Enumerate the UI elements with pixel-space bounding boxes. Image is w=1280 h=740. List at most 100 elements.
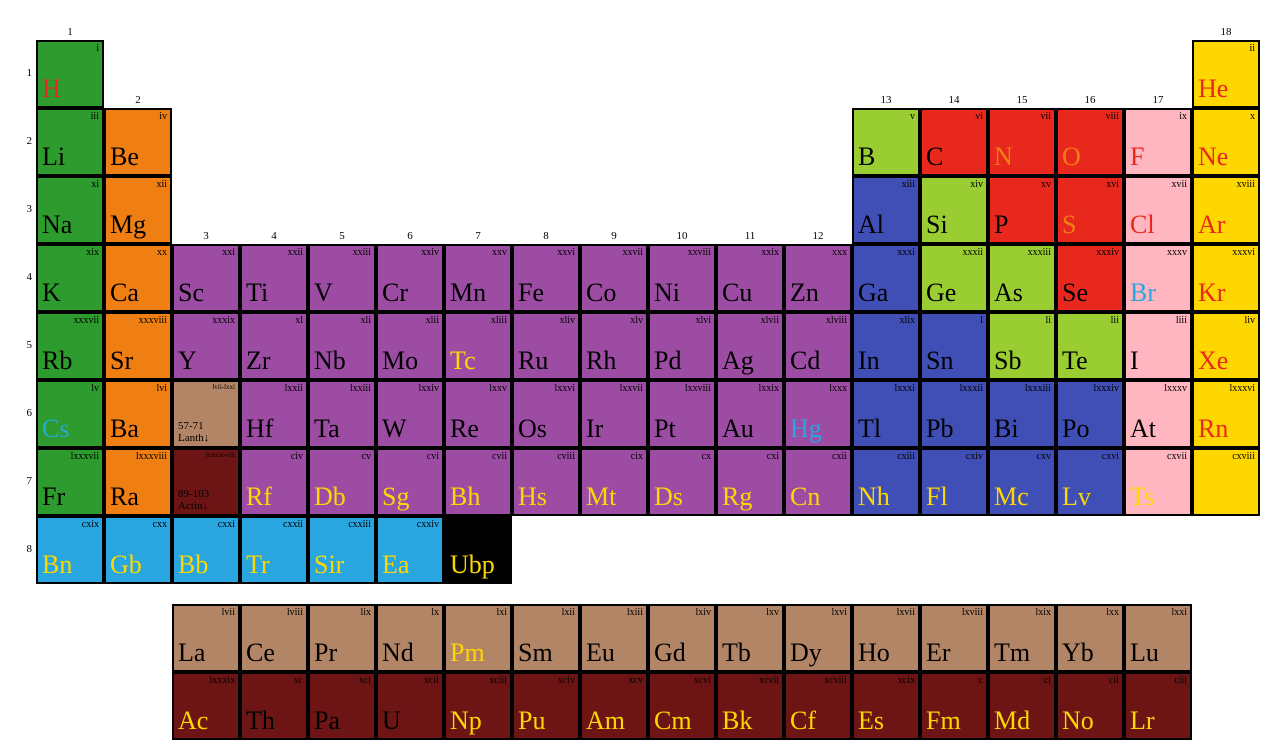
element-roman: cx [702, 451, 711, 462]
element-symbol: Ac [178, 708, 208, 734]
element-S: Sxvi [1056, 176, 1124, 244]
element-Au: Aulxxix [716, 380, 784, 448]
element-roman: v [910, 111, 915, 122]
row-label-5: 5 [18, 339, 32, 351]
element-roman: xxiv [421, 247, 439, 258]
element-symbol: H [42, 76, 61, 102]
element-roman: civ [291, 451, 303, 462]
element-symbol: Ra [110, 484, 139, 510]
element-roman: xliv [559, 315, 575, 326]
element-Se: Sexxxiv [1056, 244, 1124, 312]
element-Sc: Scxxi [172, 244, 240, 312]
element-symbol: Po [1062, 416, 1089, 442]
element-roman: lxviii [962, 607, 983, 618]
element-roman: cxii [832, 451, 847, 462]
element-symbol: Fl [926, 484, 948, 510]
element-roman: xix [86, 247, 99, 258]
element-Yb: Yblxx [1056, 604, 1124, 672]
element-roman: lviii [287, 607, 303, 618]
element-Lr: Lrciii [1124, 672, 1192, 740]
element-symbol: Cf [790, 708, 816, 734]
element-W: Wlxxiv [376, 380, 444, 448]
col-label-5: 5 [308, 230, 376, 242]
element-symbol: Bi [994, 416, 1019, 442]
element-roman: xiii [902, 179, 915, 190]
element-symbol: Zn [790, 280, 819, 306]
element-roman: cxvii [1167, 451, 1187, 462]
element-roman: viii [1106, 111, 1119, 122]
element-Ds: Dscx [648, 448, 716, 516]
element-Ba: Balvi [104, 380, 172, 448]
element-symbol: Ne [1198, 144, 1228, 170]
element-symbol: Sr [110, 348, 133, 374]
element-roman: lxv [766, 607, 779, 618]
element-symbol: V [314, 280, 333, 306]
element-roman: c [979, 675, 983, 686]
element-Cm: Cmxcvi [648, 672, 716, 740]
element-symbol: Ag [722, 348, 754, 374]
element-symbol: F [1130, 144, 1144, 170]
element-roman: lxiii [627, 607, 643, 618]
element-roman: lxxx [829, 383, 847, 394]
element-symbol: Np [450, 708, 482, 734]
element-Zn: Znxxx [784, 244, 852, 312]
element-Fe: Fexxvi [512, 244, 580, 312]
element-In: Inxlix [852, 312, 920, 380]
element-symbol: P [994, 212, 1008, 238]
element-Sr: Sr xxxviii [104, 312, 172, 380]
element-symbol: Bn [42, 552, 72, 578]
element-roman: ciii [1174, 675, 1187, 686]
row-label-8: 8 [18, 543, 32, 555]
element-roman: xxvi [557, 247, 575, 258]
element-symbol: Y [178, 348, 197, 374]
element-Sg: Sgcvi [376, 448, 444, 516]
element-symbol: Es [858, 708, 884, 734]
element-symbol: Re [450, 416, 479, 442]
element-symbol: Sir [314, 552, 344, 578]
element-Ts: Tscxvii [1124, 448, 1192, 516]
element-symbol: Rb [42, 348, 72, 374]
element-roman: xcvii [759, 675, 779, 686]
element-Pu: Puxciv [512, 672, 580, 740]
element-roman: lxxv [489, 383, 507, 394]
element-symbol: Pu [518, 708, 545, 734]
element-Lv: Lvcxvi [1056, 448, 1124, 516]
col-label-12: 12 [784, 230, 852, 242]
element-N: Nvii [988, 108, 1056, 176]
element-roman: lxxxiv [1093, 383, 1119, 394]
element-roman: lx [431, 607, 439, 618]
element-roman: xxxviii [139, 315, 167, 326]
element-Md: Mdci [988, 672, 1056, 740]
element-symbol: Xe [1198, 348, 1228, 374]
element-roman: cxix [82, 519, 99, 530]
element-symbol: N [994, 144, 1013, 170]
element-symbol: Pa [314, 708, 340, 734]
element-symbol: In [858, 348, 880, 374]
element-symbol: Pm [450, 640, 485, 666]
element-roman: lxxvi [554, 383, 575, 394]
row-label-3: 3 [18, 203, 32, 215]
element-Ag: Agxlvii [716, 312, 784, 380]
element-roman: xcv [629, 675, 643, 686]
element-Bk: Bkxcvii [716, 672, 784, 740]
element-roman: xcvi [694, 675, 711, 686]
element-symbol: Mo [382, 348, 418, 374]
element-symbol: Yb [1062, 640, 1094, 666]
col-label-14: 14 [920, 94, 988, 106]
element-Ra: Ralxxxviii [104, 448, 172, 516]
element-roman: xxviii [688, 247, 711, 258]
element-Cr: Crxxiv [376, 244, 444, 312]
element-roman: lxxxix-ciii [206, 451, 235, 459]
element-symbol: Eu [586, 640, 615, 666]
element-Bi: Bi lxxxiii [988, 380, 1056, 448]
element-roman: lxxxiii [1025, 383, 1051, 394]
element-Nd: Ndlx [376, 604, 444, 672]
element-symbol: Bh [450, 484, 480, 510]
element-Sn: Snl [920, 312, 988, 380]
element-Na: Naxi [36, 176, 104, 244]
element-Te: Telii [1056, 312, 1124, 380]
element-Re: Re lxxv [444, 380, 512, 448]
element-Ubp: Ubpcxxv [444, 516, 512, 584]
element-roman: xxxvii [73, 315, 99, 326]
element-symbol: Md [994, 708, 1030, 734]
